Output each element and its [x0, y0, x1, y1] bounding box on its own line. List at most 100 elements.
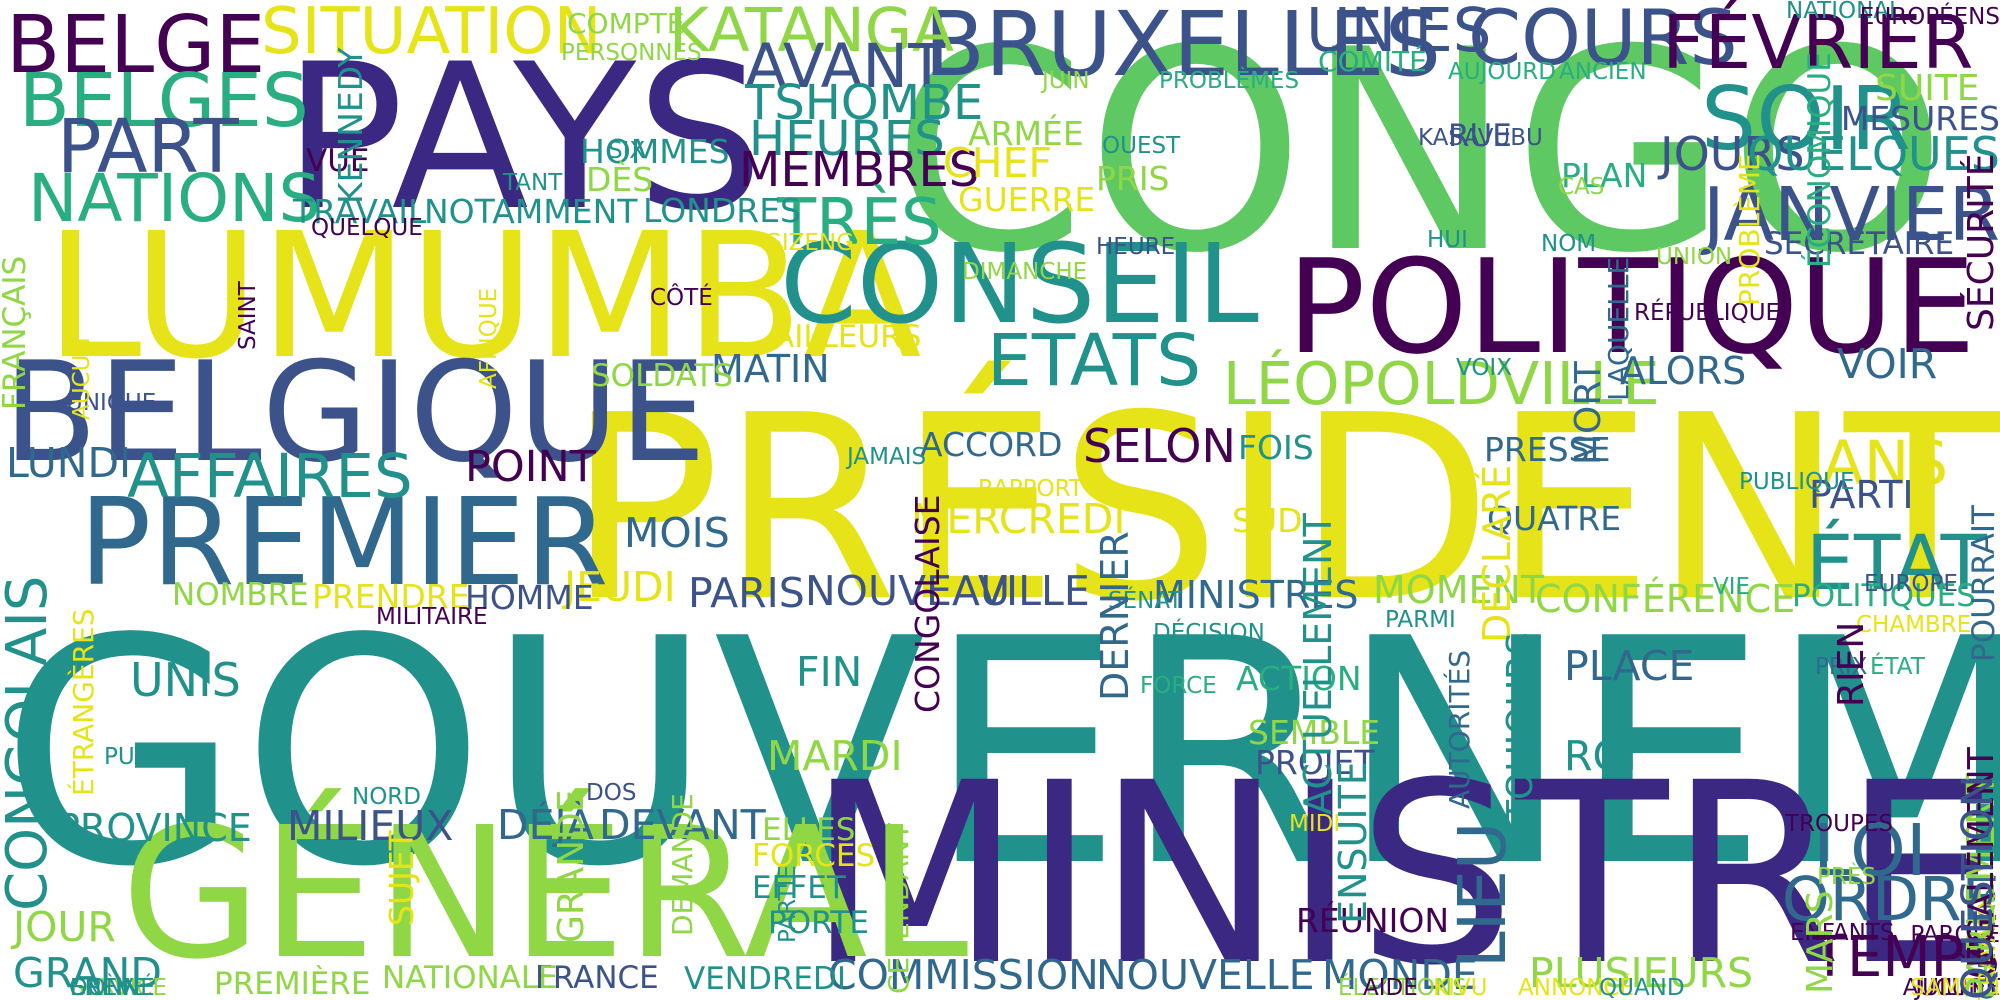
word: SECRÉTAIRE: [1764, 226, 1955, 262]
word: POURRAIT: [1966, 505, 2000, 662]
word: CAS: [1558, 174, 1605, 200]
word: PUBLIQUE: [1739, 469, 1855, 495]
word: PREMIER: [79, 474, 609, 613]
word: NOM: [1541, 231, 1597, 257]
word: ACCORD: [920, 425, 1063, 464]
word: BELGIQUE: [3, 332, 707, 493]
word: PLACE: [1564, 642, 1695, 690]
word: JOUR: [13, 903, 116, 951]
word: COMPTE: [567, 7, 685, 40]
word: POLITIQUE: [1287, 231, 1976, 383]
word: AVANT: [745, 31, 946, 102]
word: EUROPÉENS: [1859, 4, 2000, 30]
word: GOUVERNEMENT: [0, 573, 2000, 935]
word: EFFET: [752, 870, 846, 906]
word: BRUXELLES: [924, 0, 1442, 96]
word: CÔTÉ: [650, 285, 713, 311]
word: QUELQUE: [311, 215, 423, 241]
word: MILIEUX: [287, 802, 454, 850]
word: LUMUMBA: [45, 195, 922, 397]
word: AFRIQUE: [476, 287, 502, 389]
word: SÉCURITÉ: [1961, 153, 2000, 331]
word: PROJET: [1255, 743, 1375, 782]
word: PAROLE: [1910, 922, 2000, 948]
word: JOURS: [1660, 127, 1805, 181]
word: ORDRE: [1781, 864, 2000, 935]
word: AFFAIRES: [127, 441, 413, 512]
word: FIN: [796, 648, 863, 696]
word: ELLES: [762, 812, 856, 848]
word: JAMAIS: [847, 444, 927, 470]
word: ÉTAT: [1870, 654, 1925, 680]
word: COMMISSION: [828, 951, 1099, 999]
word: PAYS: [283, 21, 764, 255]
word: ROI: [1564, 732, 1637, 780]
word: CONSEIL: [780, 220, 1259, 348]
word: ANNONCÉ: [1518, 975, 1635, 1000]
word: POINT: [465, 442, 596, 492]
word: SIX: [608, 138, 646, 164]
word: GRANDE: [551, 789, 592, 943]
word: MARDI: [767, 732, 903, 780]
word: HUI: [1427, 227, 1468, 253]
word: CHAMBRE: [1856, 612, 1972, 638]
word: MARS: [1800, 890, 1841, 994]
word: DÉCISION: [1153, 620, 1265, 646]
word: KASAVUBU: [1418, 125, 1543, 151]
word: AUCUN: [69, 337, 95, 420]
word: SUITE: [1875, 68, 1980, 109]
word: HEURES: [749, 111, 945, 167]
word: FORCES: [752, 838, 876, 874]
word: VENDREDI: [684, 961, 846, 997]
word: MILITAIRE: [376, 604, 488, 630]
word: CONGOLAISE: [908, 494, 947, 714]
word: SUJET: [382, 830, 421, 926]
word: GUERRE: [958, 180, 1096, 219]
word: LAQUELLE: [1602, 256, 1635, 401]
word: ÉTAT: [1806, 518, 1988, 607]
word: MINISTRES: [1153, 573, 1359, 617]
word: PRIS: [1096, 159, 1170, 198]
word: TOUJOURS: [1500, 632, 1541, 822]
word: FRANÇAIS: [0, 255, 33, 410]
word: TEMPS: [1812, 925, 2000, 990]
word: PROBLÈME: [1733, 153, 1766, 306]
word: NOMBRE: [172, 577, 309, 613]
word: ACTUELLEMENT: [1296, 513, 1340, 815]
word: FÉVRIER: [1662, 0, 1974, 86]
word: ÉLECTIONS: [1338, 975, 1467, 1000]
word: PRESSE: [1484, 430, 1611, 469]
word: QUESTION: [1953, 775, 2000, 1000]
word: TROUPES: [1785, 811, 1893, 837]
word: EUROPE: [1864, 571, 1958, 597]
word: PORTE: [768, 905, 869, 941]
word: MESURES: [1840, 99, 2000, 138]
word: ÉCONOMIQUE: [1802, 52, 1838, 268]
word: AIDE: [1363, 975, 1418, 1000]
word: SOIR: [1701, 68, 1911, 170]
word: SERVICE: [70, 975, 167, 1000]
word: ARMÉE: [968, 114, 1084, 153]
word: NOUVELLE: [1096, 951, 1315, 999]
word: UNIQUE: [66, 390, 157, 416]
word: RAPPORT: [978, 476, 1083, 502]
word: LONDRES: [643, 191, 802, 230]
word: VUE: [306, 143, 370, 179]
word: AUJOURD: [1448, 59, 1556, 85]
word: ENFIN: [70, 975, 139, 1000]
word: PARTI: [1809, 473, 1914, 517]
word: GÉNÉRAL: [121, 788, 969, 999]
word: NATIONS: [28, 160, 321, 237]
word: NATIONAL: [1786, 0, 1902, 24]
word: GRAND: [13, 949, 162, 997]
word: ÉTRANGÈRES: [67, 608, 100, 796]
word: AUTORITÉS: [1443, 649, 1476, 809]
word: PARTIE: [775, 865, 801, 943]
word: JEUDI: [564, 563, 676, 611]
word: HOMME: [465, 578, 594, 617]
word: JUILLET: [1915, 975, 2000, 1000]
word: POLITIQUES: [1792, 578, 1976, 614]
word: MINISTRE: [806, 729, 2000, 1000]
word: DEMANDE: [666, 793, 699, 936]
word: MOIS: [624, 509, 730, 557]
